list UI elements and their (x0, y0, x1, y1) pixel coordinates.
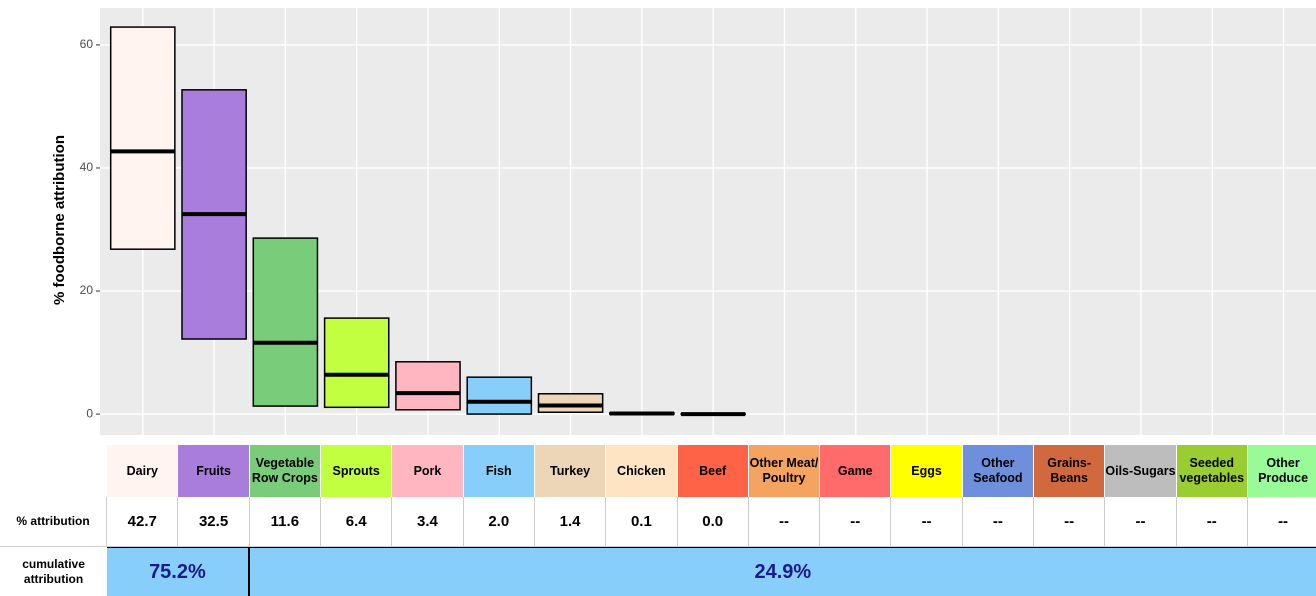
attribution-value: 0.0 (677, 497, 749, 547)
category-header: Game (820, 445, 892, 497)
cumulative-value: 75.2% (107, 547, 250, 596)
chart: % foodborne attribution 0 20 40 60 (51, 8, 1316, 435)
box (537, 393, 604, 413)
attribution-value: -- (962, 497, 1035, 547)
box (109, 26, 176, 250)
y-tick-label: 0 (86, 406, 93, 420)
attribution-value: -- (1105, 497, 1177, 547)
y-tick-label: 40 (80, 160, 94, 174)
y-axis-title: % foodborne attribution (51, 135, 68, 305)
box (395, 361, 461, 411)
category-header: Vegetable Row Crops (249, 445, 322, 497)
category-header: Dairy (107, 445, 179, 497)
y-tick-label: 20 (80, 283, 94, 297)
attribution-value: -- (820, 497, 892, 547)
category-header: Other Seafood (962, 445, 1035, 497)
attribution-value: -- (1176, 497, 1248, 547)
category-header: Chicken (606, 445, 678, 497)
attribution-value: -- (1034, 497, 1106, 547)
attribution-value: 11.6 (249, 497, 322, 547)
attribution-value: 6.4 (321, 497, 393, 547)
row-label: % attribution (0, 497, 108, 547)
attribution-value: 2.0 (463, 497, 535, 547)
category-header: Eggs (891, 445, 963, 497)
category-header: Fruits (178, 445, 250, 497)
category-header: Fish (463, 445, 535, 497)
attribution-value: 32.5 (178, 497, 250, 547)
category-header: Seeded vegetables (1176, 445, 1248, 497)
cumulative-value: 24.9% (249, 547, 1316, 596)
category-header: Pork (392, 445, 464, 497)
category-header: Turkey (534, 445, 607, 497)
attribution-value: 3.4 (392, 497, 464, 547)
category-header: Grains-Beans (1034, 445, 1106, 497)
category-header: Other Meat/ Poultry (748, 445, 821, 497)
y-tick-label: 60 (80, 37, 94, 51)
box (252, 237, 319, 407)
category-header: Oils-Sugars (1105, 445, 1177, 497)
row-label: cumulative attribution (22, 556, 85, 586)
box (323, 317, 390, 409)
category-header: Sprouts (321, 445, 393, 497)
attribution-value: -- (1247, 497, 1316, 547)
attribution-value: 42.7 (107, 497, 179, 547)
box (466, 376, 533, 415)
attribution-value: -- (891, 497, 963, 547)
attribution-value: -- (748, 497, 821, 547)
category-header: Other Produce (1247, 445, 1316, 497)
attribution-value: 1.4 (534, 497, 607, 547)
attribution-value: 0.1 (606, 497, 678, 547)
category-header: Beef (677, 445, 749, 497)
